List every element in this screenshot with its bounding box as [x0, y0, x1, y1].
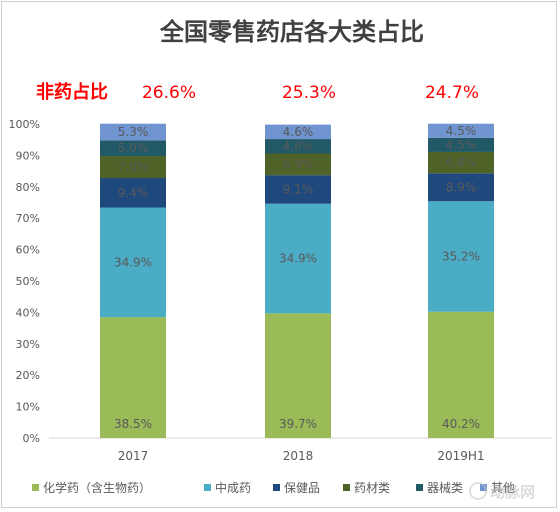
legend-label: 保健品: [284, 481, 320, 495]
watermark-logo: 动脉网: [469, 482, 535, 501]
bar-segment: [428, 137, 494, 152]
bar-segment: [265, 124, 331, 140]
non-drug-label: 非药占比: [36, 81, 108, 103]
non-drug-value: 26.6%: [142, 83, 196, 103]
non-drug-value: 25.3%: [282, 83, 336, 103]
bar-segment: [100, 156, 166, 179]
data-label: 4.6%: [283, 139, 314, 153]
stacked-bar-chart: 全国零售药店各大类占比 非药占比 26.6% 25.3% 24.7% 0% 10% 20%…: [9, 18, 552, 501]
chart-title: 全国零售药店各大类占比: [159, 18, 424, 46]
data-label: 6.9%: [283, 157, 314, 171]
bar-segment: [428, 201, 494, 312]
legend-label: 药材类: [354, 481, 390, 495]
legend-label: 器械类: [427, 480, 463, 495]
bar-segment: [428, 123, 494, 138]
data-label: 9.1%: [283, 182, 314, 196]
legend: 化学药（含生物药） 中成药 保健品 药材类 器械类 其他: [32, 480, 515, 495]
bars: 38.5% 34.9% 9.4% 7.0% 5.0% 5.3% 39.7% 34.9% 9.1%…: [100, 123, 494, 438]
y-tick-label: 50%: [16, 275, 40, 288]
bar-segment: [100, 140, 166, 157]
data-label: 5.0%: [118, 141, 149, 155]
bar-segment: [265, 203, 331, 314]
y-tick-label: 80%: [16, 181, 40, 194]
bar-segment: [265, 313, 331, 438]
data-label: 4.6%: [283, 125, 314, 139]
svg-text:动脉网: 动脉网: [490, 483, 535, 501]
bar-segment: [100, 123, 166, 141]
bar-segment: [265, 153, 331, 176]
bar-segment: [100, 178, 166, 208]
legend-swatch: [480, 484, 487, 491]
y-tick-label: 100%: [9, 118, 40, 131]
y-axis: 0% 10% 20% 30% 40% 50% 60% 70% 80% 90% 100%: [9, 118, 552, 445]
x-axis: 2017 2018 2019H1: [118, 449, 485, 463]
bar-segment: [428, 311, 494, 438]
y-tick-label: 20%: [16, 369, 40, 382]
data-label: 8.9%: [446, 180, 477, 194]
data-label: 34.9%: [114, 255, 152, 269]
legend-label: 中成药: [215, 480, 251, 495]
y-tick-label: 70%: [16, 212, 40, 225]
x-tick-label: 2019H1: [437, 449, 484, 463]
non-drug-share-labels: 非药占比 26.6% 25.3% 24.7%: [36, 81, 479, 103]
data-label: 5.3%: [118, 125, 149, 139]
legend-swatch: [416, 484, 423, 491]
non-drug-value: 24.7%: [425, 83, 479, 103]
y-tick-label: 90%: [16, 149, 40, 162]
bar-segment: [100, 207, 166, 318]
y-tick-label: 30%: [16, 338, 40, 351]
data-label: 38.5%: [114, 417, 152, 431]
y-tick-label: 60%: [16, 244, 40, 257]
legend-swatch: [32, 484, 39, 491]
data-label: 4.5%: [446, 138, 477, 152]
bar-segment: [428, 151, 494, 174]
legend-swatch: [343, 484, 350, 491]
bar-segment: [265, 175, 331, 204]
x-tick-label: 2018: [283, 449, 314, 463]
data-label: 34.9%: [279, 252, 317, 266]
data-label: 4.5%: [446, 124, 477, 138]
data-label: 35.2%: [442, 250, 480, 264]
data-label: 40.2%: [442, 417, 480, 431]
x-tick-label: 2017: [118, 449, 149, 463]
y-tick-label: 10%: [16, 401, 40, 414]
legend-swatch: [273, 484, 280, 491]
bar-segment: [428, 173, 494, 202]
bar-segment: [100, 317, 166, 438]
bar-segment: [265, 139, 331, 154]
data-label: 9.4%: [118, 186, 149, 200]
legend-label: 其他: [491, 481, 515, 495]
data-label: 39.7%: [279, 417, 317, 431]
data-label: 7.0%: [118, 160, 149, 174]
legend-swatch: [204, 484, 211, 491]
data-label: 6.8%: [446, 156, 477, 170]
y-tick-label: 40%: [16, 306, 40, 319]
legend-label: 化学药（含生物药）: [43, 480, 151, 495]
y-tick-label: 0%: [23, 432, 40, 445]
